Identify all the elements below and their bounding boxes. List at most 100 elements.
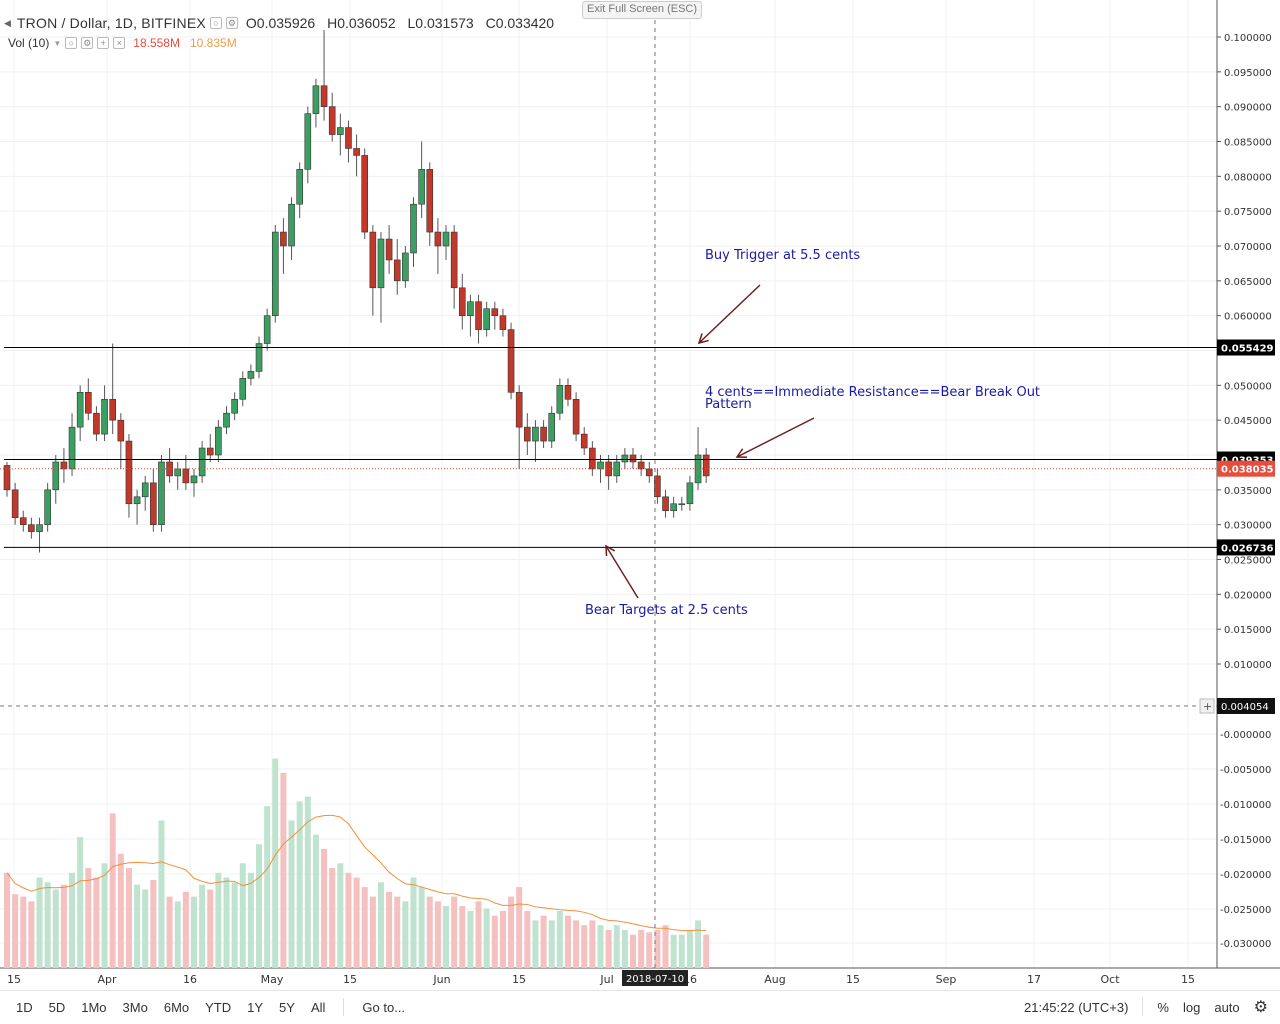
hide-volume-icon[interactable]: ○ [65,37,78,49]
period-button-3mo[interactable]: 3Mo [122,999,148,1015]
volume-settings-icon[interactable]: ⚙ [81,37,94,49]
volume-bar [491,915,498,968]
volume-bar [174,901,181,968]
price-tick-label: 0.090000 [1224,103,1272,114]
volume-legend: Vol (10) ▼ ○ ⚙ + × 18.558M 10.835M [8,36,237,50]
candle-up [686,482,694,505]
price-tick-label: 0.015000 [1224,625,1272,636]
settings-gear-icon[interactable]: ⚙ [1253,999,1268,1016]
volume-bar [125,868,132,968]
candle-down [515,391,523,428]
candle-down [320,85,328,107]
volume-bar [605,929,612,968]
arrow-bear-targets [605,545,639,599]
volume-bar [516,887,523,968]
auto-button[interactable]: auto [1214,999,1240,1015]
clock[interactable]: 21:45:22 (UTC+3) [1024,999,1129,1015]
volume-label[interactable]: Vol (10) [8,36,50,50]
volume-bar [4,872,10,968]
volume-bar [142,889,149,968]
candle-up [255,343,263,372]
candle-up [198,447,206,477]
annotation-bear-targets: Bear Targets at 2.5 cents [585,603,748,618]
volume-bar [166,896,173,968]
log-button[interactable]: log [1182,999,1201,1015]
period-button-1d[interactable]: 1D [16,999,33,1015]
percent-button[interactable]: % [1157,999,1169,1015]
price-chart[interactable]: 0.100000 0.095000 0.090000 0.085000 0.080000… [0,0,1280,990]
candle-up [271,231,279,316]
volume-bar [597,925,604,968]
volume-value: 18.558M [133,36,180,50]
price-tick-label: 0.060000 [1224,312,1272,323]
volume-bar [377,882,384,968]
period-button-6mo[interactable]: 6Mo [163,999,190,1015]
toolbar-divider [1142,998,1144,1016]
candle-down [328,106,336,135]
annotation-resistance: 4 cents==Immediate Resistance==Bear Brea… [705,385,1040,412]
candle-up [377,238,385,289]
symbol-title[interactable]: TRON / Dollar, 1D, BITFINEX [16,15,206,31]
crosshair-price-label: 0.004054 [1221,702,1269,713]
candle-up [239,378,247,400]
volume-bar [150,879,157,968]
candle-up [467,301,474,316]
candle-down [426,169,434,233]
period-button-5d[interactable]: 5D [48,999,66,1015]
chart-legend: ◀ TRON / Dollar, 1D, BITFINEX ○ ⚙ O0.035… [4,12,562,34]
price-tick-label: 0.050000 [1224,381,1272,392]
price-tick-label: 0.080000 [1224,172,1272,183]
period-button-5y[interactable]: 5Y [279,999,295,1015]
volume-bar [418,887,425,968]
price-tick-label: 0.030000 [1224,521,1272,532]
price-tick-label: 0.085000 [1224,138,1272,149]
goto-button[interactable]: Go to... [362,999,406,1015]
volume-bar [467,910,474,968]
candle-up [694,454,702,484]
period-button-all[interactable]: All [310,999,326,1015]
volume-bar [410,877,417,968]
volume-bar [670,934,677,968]
price-tick-label: 0.010000 [1224,660,1272,671]
price-tag-label: 0.026736 [1221,543,1274,554]
time-tick-label: 17 [1027,973,1041,986]
time-tick-label: 15 [1181,973,1195,986]
bottom-toolbar: 1D 5D 1Mo 3Mo 6Mo YTD 1Y 5Y All Go to... 21:45:2… [0,990,1280,1023]
price-tag-label: 0.038035 [1221,465,1274,476]
volume-bar [134,884,141,968]
candle-down [499,315,507,330]
candle-up [613,461,621,477]
price-tick-label: 0.100000 [1224,33,1272,44]
volume-bar [638,929,645,968]
collapse-icon[interactable]: ◀ [4,17,11,28]
period-button-1y[interactable]: 1Y [247,999,264,1015]
volume-bar [337,863,344,968]
dropdown-icon[interactable]: ▼ [53,38,62,48]
volume-bar [654,929,661,968]
volume-bar [182,891,189,968]
candle-down [580,433,588,449]
add-icon[interactable]: + [97,37,110,49]
exit-fullscreen-button[interactable]: Exit Full Screen (ESC) [582,1,703,19]
hide-icon[interactable]: ○ [209,17,222,29]
volume-bar [483,908,490,968]
volume-bar [60,884,67,968]
volume-tick-label: -0.015000 [1220,835,1271,846]
time-tick-label: 15 [7,973,21,986]
candle-down [353,148,360,156]
period-button-1mo[interactable]: 1Mo [81,999,107,1015]
settings-icon[interactable]: ⚙ [225,17,238,29]
period-button-ytd[interactable]: YTD [205,999,232,1015]
candle-down [507,329,515,393]
volume-bar [434,901,441,968]
volume-bar [28,901,35,968]
candle-down [60,461,68,470]
volume-bar [247,872,254,968]
volume-tick-label: -0.030000 [1220,939,1271,950]
low-value: L0.031573 [407,15,474,31]
remove-icon[interactable]: × [113,37,126,49]
candle-down [434,231,442,247]
open-value: O0.035926 [245,15,316,31]
arrow-buy-trigger-head [697,333,709,345]
